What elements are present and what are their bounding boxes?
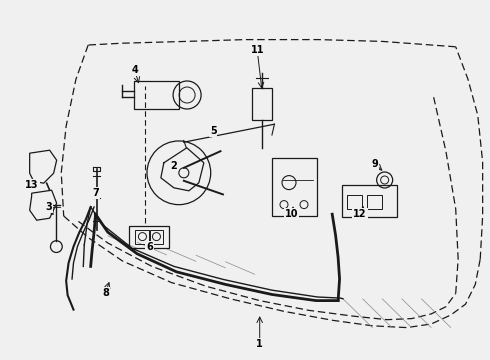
Bar <box>135 230 149 244</box>
Text: 2: 2 <box>171 161 177 171</box>
Bar <box>134 81 179 109</box>
Text: 1: 1 <box>256 339 263 349</box>
Text: 10: 10 <box>285 209 298 219</box>
Bar <box>129 226 170 248</box>
Bar <box>368 195 382 208</box>
Text: 5: 5 <box>210 126 217 136</box>
Text: 7: 7 <box>92 188 99 198</box>
Bar <box>150 230 164 244</box>
Text: 12: 12 <box>353 209 367 219</box>
Bar <box>347 195 363 208</box>
Text: 8: 8 <box>102 288 109 298</box>
Text: 4: 4 <box>131 65 138 75</box>
Bar <box>343 185 397 217</box>
Bar <box>272 158 317 216</box>
Text: 9: 9 <box>371 159 378 169</box>
Text: 3: 3 <box>46 202 52 212</box>
Text: 6: 6 <box>146 242 153 252</box>
Text: 13: 13 <box>25 180 39 190</box>
Text: 11: 11 <box>250 45 264 55</box>
Bar <box>252 88 272 120</box>
